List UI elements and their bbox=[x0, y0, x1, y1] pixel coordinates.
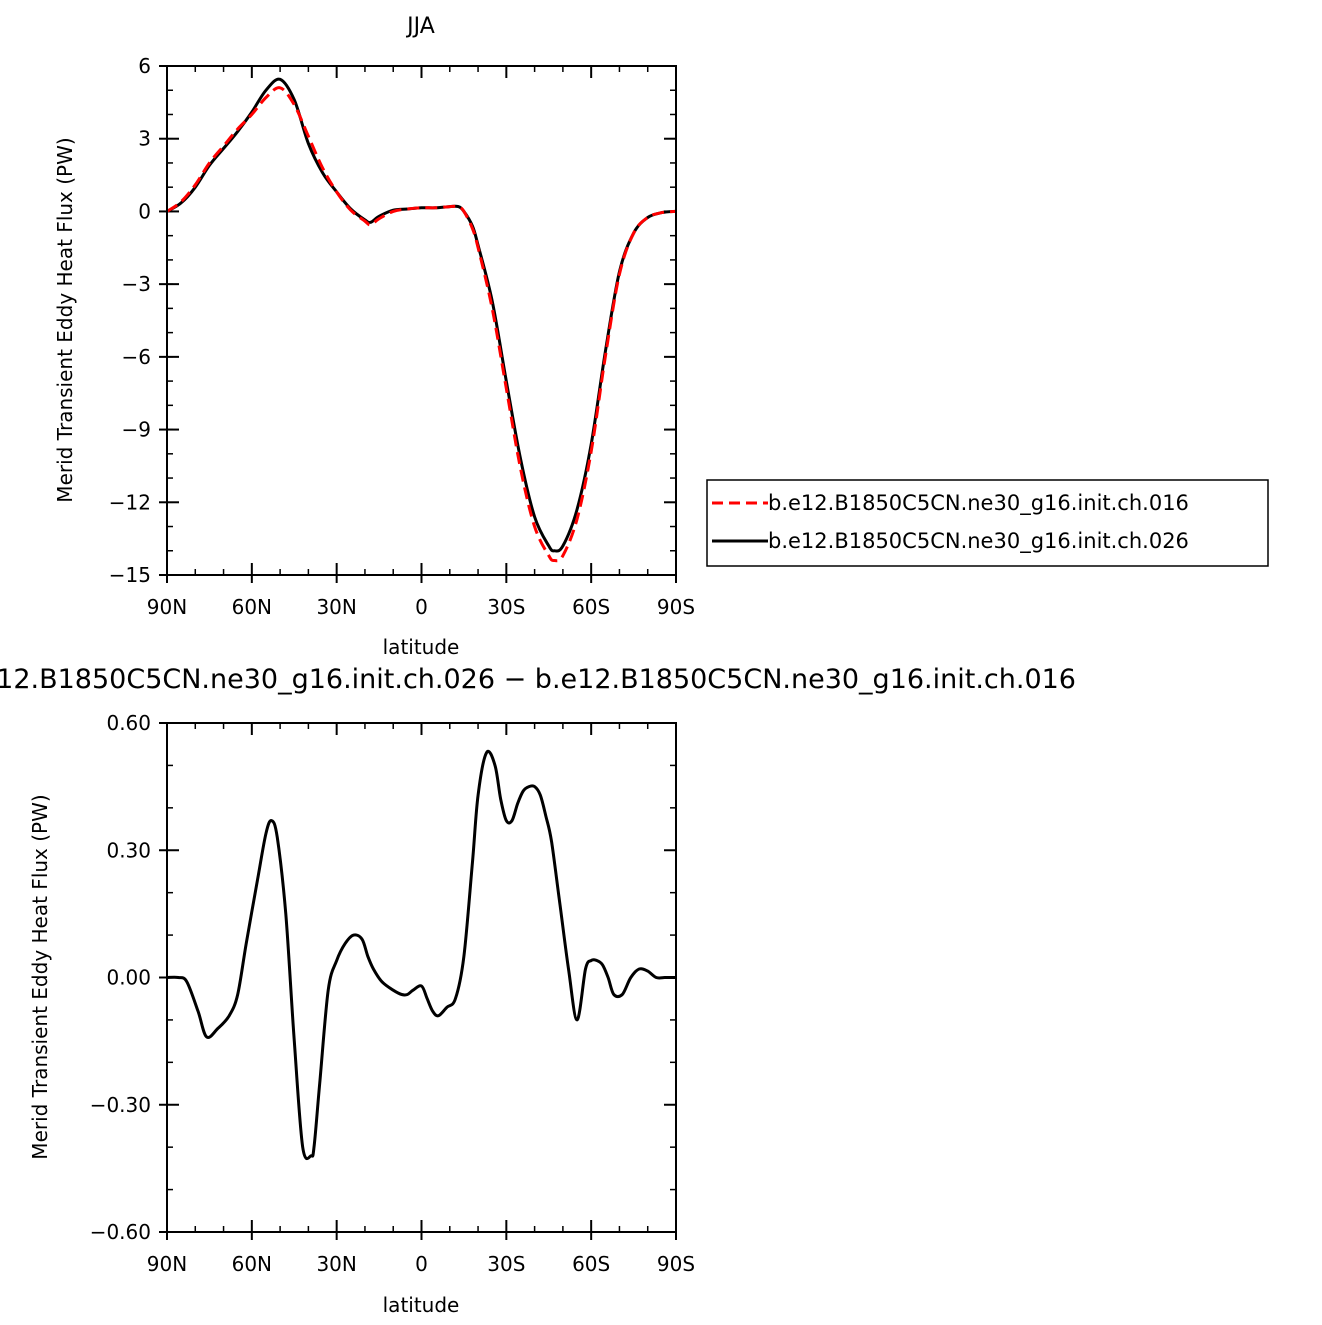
top-xtick-label: 90S bbox=[657, 595, 695, 619]
top-series-line-1 bbox=[166, 86, 677, 563]
top-chart-xlabel: latitude bbox=[383, 635, 460, 659]
bottom-chart-series bbox=[166, 749, 676, 1161]
top-chart-ylabel: Merid Transient Eddy Heat Flux (PW) bbox=[53, 137, 77, 502]
bottom-xtick-label: 30S bbox=[487, 1252, 525, 1276]
bottom-chart-title: b.e12.B1850C5CN.ne30_g16.init.ch.026 − b… bbox=[0, 664, 1076, 695]
bottom-chart-ylabel: Merid Transient Eddy Heat Flux (PW) bbox=[28, 794, 52, 1159]
top-xtick-label: 90N bbox=[147, 595, 187, 619]
top-chart-frame bbox=[166, 65, 677, 576]
bottom-ytick-label: 0.30 bbox=[106, 838, 151, 862]
top-xtick-label: 30S bbox=[487, 595, 525, 619]
top-xtick-label: 0 bbox=[415, 595, 428, 619]
legend-label-ch016: b.e12.B1850C5CN.ne30_g16.init.ch.016 bbox=[768, 491, 1189, 516]
bottom-ytick-label: −0.60 bbox=[90, 1220, 151, 1244]
bottom-chart-axes: 90N 60N 30N 0 30S 60S 90S 0.60 0.30 0.00 −0.30 −0.6… bbox=[90, 711, 695, 1276]
bottom-xtick-label: 60S bbox=[572, 1252, 610, 1276]
top-ytick-label: −6 bbox=[122, 345, 151, 369]
bottom-ytick-label: −0.30 bbox=[90, 1093, 151, 1117]
bottom-chart-xlabel: latitude bbox=[383, 1293, 460, 1317]
top-ytick-label: 0 bbox=[138, 199, 151, 223]
bottom-xtick-label: 90N bbox=[147, 1252, 187, 1276]
top-chart-series bbox=[166, 77, 677, 563]
top-ytick-label: −3 bbox=[122, 272, 151, 296]
bottom-ytick-label: 0.60 bbox=[106, 711, 151, 735]
bottom-chart-panel: b.e12.B1850C5CN.ne30_g16.init.ch.026 − b… bbox=[0, 664, 1076, 1317]
top-ytick-label: −9 bbox=[122, 418, 151, 442]
top-xtick-label: 60N bbox=[232, 595, 272, 619]
bottom-xtick-label: 30N bbox=[316, 1252, 356, 1276]
top-ytick-label: 6 bbox=[138, 54, 151, 78]
top-xtick-label: 30N bbox=[316, 595, 356, 619]
top-ytick-label: −15 bbox=[109, 563, 151, 587]
bottom-chart-frame bbox=[166, 722, 677, 1233]
top-xtick-label: 60S bbox=[572, 595, 610, 619]
bottom-ytick-label: 0.00 bbox=[106, 966, 151, 990]
top-series-line-0 bbox=[166, 77, 677, 553]
legend: b.e12.B1850C5CN.ne30_g16.init.ch.016 b.e… bbox=[706, 479, 1269, 567]
top-ytick-label: −12 bbox=[109, 490, 151, 514]
bottom-xtick-label: 0 bbox=[415, 1252, 428, 1276]
bottom-series-line-0 bbox=[166, 749, 676, 1161]
bottom-xtick-label: 90S bbox=[657, 1252, 695, 1276]
legend-box bbox=[706, 479, 1269, 567]
top-chart-panel: JJA latitude Merid Transient Eddy Heat F… bbox=[53, 14, 695, 659]
bottom-xtick-label: 60N bbox=[232, 1252, 272, 1276]
top-chart-title: JJA bbox=[405, 14, 435, 39]
top-ytick-label: 3 bbox=[138, 127, 151, 151]
legend-label-ch026: b.e12.B1850C5CN.ne30_g16.init.ch.026 bbox=[768, 529, 1189, 554]
